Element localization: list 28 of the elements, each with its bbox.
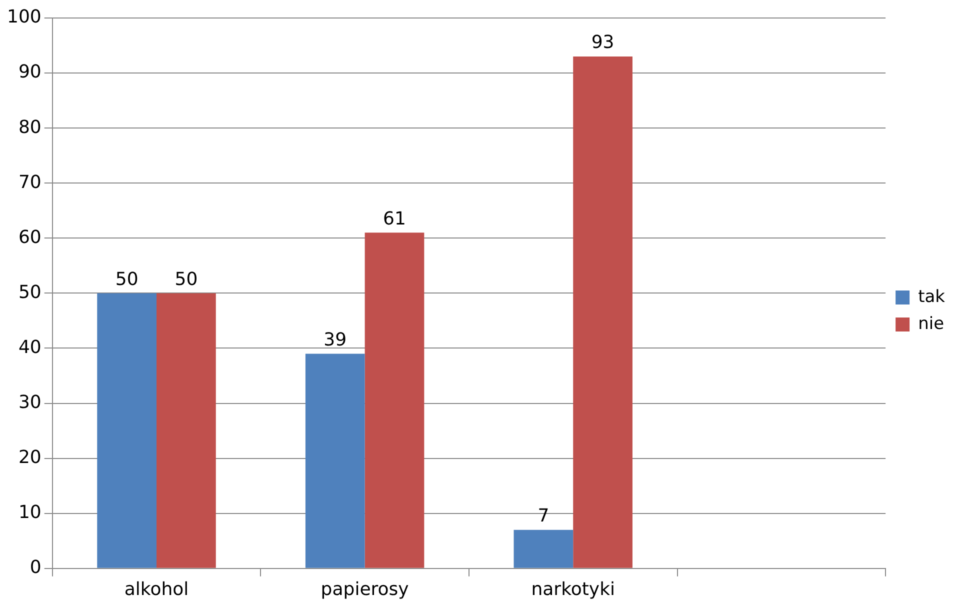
bar bbox=[573, 56, 632, 568]
y-tick-label: 0 bbox=[30, 557, 42, 578]
legend-label: tak bbox=[918, 286, 946, 307]
data-label: 50 bbox=[115, 268, 138, 290]
y-tick-label: 90 bbox=[18, 62, 42, 83]
bar bbox=[364, 232, 424, 568]
y-tick-label: 100 bbox=[6, 6, 42, 28]
y-tick-label: 60 bbox=[18, 226, 42, 248]
y-tick-label: 30 bbox=[18, 392, 42, 413]
x-tick-label: alkohol bbox=[124, 578, 189, 600]
data-label: 50 bbox=[174, 268, 198, 290]
y-tick-label: 50 bbox=[18, 282, 42, 303]
data-label: 93 bbox=[591, 32, 614, 54]
bar bbox=[97, 293, 157, 568]
y-tick-label: 70 bbox=[18, 172, 42, 193]
x-tick-label: papierosy bbox=[320, 578, 410, 600]
bar bbox=[514, 530, 574, 568]
data-label: 39 bbox=[324, 329, 347, 350]
bar bbox=[156, 293, 216, 568]
x-tick-label: narkotyki bbox=[531, 578, 616, 600]
bar bbox=[305, 354, 365, 568]
data-label: 61 bbox=[383, 208, 406, 230]
y-tick-label: 40 bbox=[18, 336, 42, 358]
y-tick-label: 20 bbox=[18, 446, 42, 468]
y-tick-label: 10 bbox=[18, 502, 42, 524]
y-tick-label: 80 bbox=[18, 116, 42, 138]
data-label: 7 bbox=[538, 506, 550, 527]
legend-label: nie bbox=[918, 314, 944, 334]
